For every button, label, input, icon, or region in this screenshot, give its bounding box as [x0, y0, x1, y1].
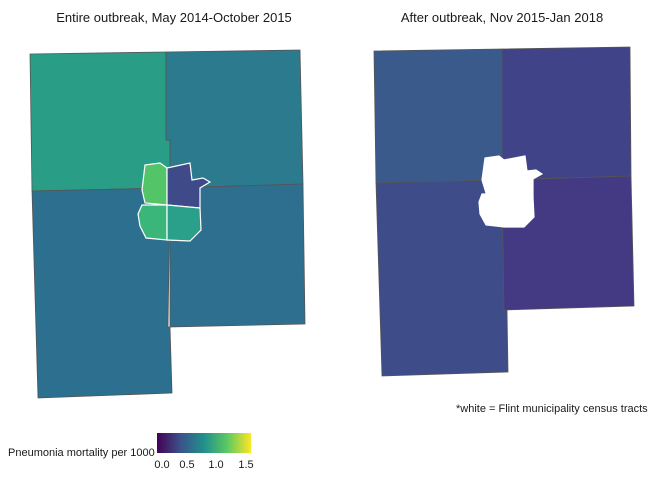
region-northwest — [373, 48, 503, 184]
panel-title-entire-outbreak: Entire outbreak, May 2014-October 2015 — [56, 10, 292, 25]
legend-tick-2: 1.0 — [208, 459, 224, 471]
flint-tract-northwest — [481, 155, 505, 195]
footnote-white-flint: *white = Flint municipality census tract… — [456, 403, 648, 415]
panel-title-after-outbreak: After outbreak, Nov 2015-Jan 2018 — [400, 10, 604, 25]
map-entire-outbreak — [29, 49, 306, 399]
legend-tick-1: 0.5 — [179, 459, 195, 471]
legend-colorbar — [157, 433, 251, 453]
legend-title: Pneumonia mortality per 1000 — [8, 447, 155, 459]
legend-tick-0: 0.0 — [154, 459, 170, 471]
region-southeast — [501, 175, 635, 311]
legend-tick-3: 1.5 — [238, 459, 254, 471]
map-after-outbreak — [373, 46, 635, 377]
flint-tract-northwest — [141, 162, 168, 206]
flint-tract-southeast — [503, 193, 535, 228]
region-southeast — [169, 183, 306, 328]
flint-tract-southeast — [166, 204, 202, 242]
